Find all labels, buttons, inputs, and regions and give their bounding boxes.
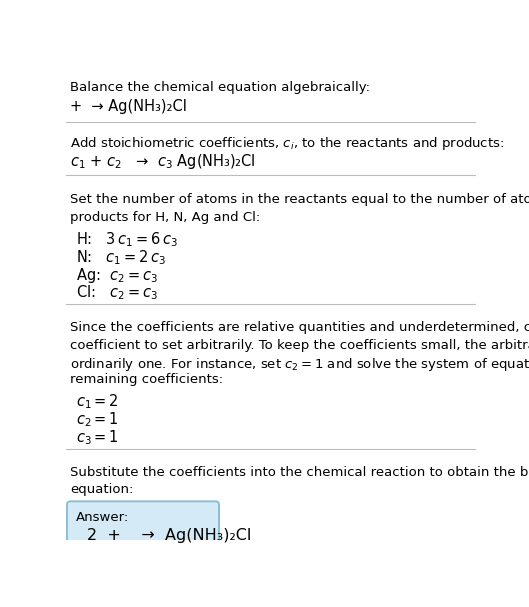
Text: ordinarily one. For instance, set $c_2 = 1$ and solve the system of equations fo: ordinarily one. For instance, set $c_2 =…	[70, 356, 529, 373]
Text: remaining coefficients:: remaining coefficients:	[70, 373, 223, 386]
Text: coefficient to set arbitrarily. To keep the coefficients small, the arbitrary va: coefficient to set arbitrarily. To keep …	[70, 339, 529, 351]
FancyBboxPatch shape	[67, 501, 219, 564]
Text: equation:: equation:	[70, 483, 134, 496]
Text: Add stoichiometric coefficients, $c_i$, to the reactants and products:: Add stoichiometric coefficients, $c_i$, …	[70, 135, 505, 152]
Text: Since the coefficients are relative quantities and underdetermined, choose a: Since the coefficients are relative quan…	[70, 321, 529, 334]
Text: $c_3 = 1$: $c_3 = 1$	[76, 429, 119, 447]
Text: +  → Ag(NH₃)₂Cl: + → Ag(NH₃)₂Cl	[70, 98, 187, 114]
Text: Cl:   $c_2 = c_3$: Cl: $c_2 = c_3$	[76, 283, 158, 302]
Text: H:   $3\,c_1 = 6\,c_3$: H: $3\,c_1 = 6\,c_3$	[76, 230, 178, 249]
Text: Balance the chemical equation algebraically:: Balance the chemical equation algebraica…	[70, 81, 370, 94]
Text: $c_1 = 2$: $c_1 = 2$	[76, 393, 119, 412]
Text: Ag:  $c_2 = c_3$: Ag: $c_2 = c_3$	[76, 266, 159, 285]
Text: products for H, N, Ag and Cl:: products for H, N, Ag and Cl:	[70, 211, 260, 224]
Text: $c_2 = 1$: $c_2 = 1$	[76, 410, 119, 429]
Text: Answer:: Answer:	[76, 510, 130, 524]
Text: Substitute the coefficients into the chemical reaction to obtain the balanced: Substitute the coefficients into the che…	[70, 466, 529, 479]
Text: 2  +    →  Ag(NH₃)₂Cl: 2 + → Ag(NH₃)₂Cl	[87, 529, 251, 543]
Text: $c_1$ + $c_2$   →  $c_3$ Ag(NH₃)₂Cl: $c_1$ + $c_2$ → $c_3$ Ag(NH₃)₂Cl	[70, 152, 256, 171]
Text: N:   $c_1 = 2\,c_3$: N: $c_1 = 2\,c_3$	[76, 248, 167, 267]
Text: Set the number of atoms in the reactants equal to the number of atoms in the: Set the number of atoms in the reactants…	[70, 194, 529, 206]
